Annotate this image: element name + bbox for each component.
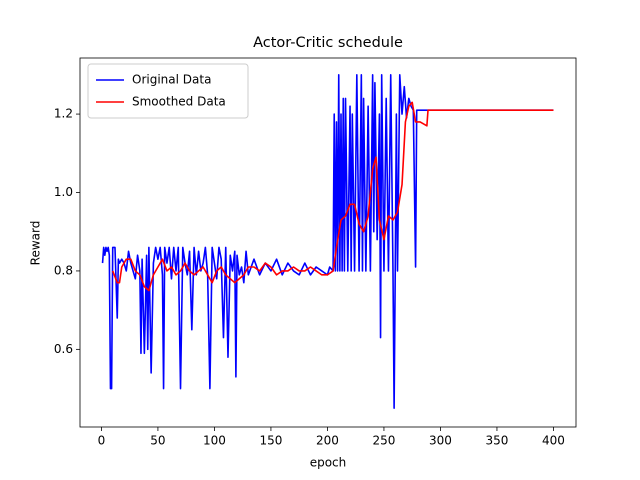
x-tick-label: 200 <box>316 434 339 448</box>
plot-frame <box>79 57 577 428</box>
x-tick-label: 100 <box>203 434 226 448</box>
legend-box <box>87 63 249 119</box>
data-line <box>111 101 554 292</box>
x-tick-label: 350 <box>485 434 508 448</box>
y-tick-label: 1.2 <box>54 107 73 121</box>
y-tick-label: 0.6 <box>54 342 73 356</box>
x-tick-label: 250 <box>372 434 395 448</box>
x-tick-label: 300 <box>429 434 452 448</box>
legend-label: Smoothed Data <box>132 95 226 109</box>
x-tick-label: 0 <box>98 434 106 448</box>
data-line <box>101 74 554 409</box>
x-tick-label: 150 <box>259 434 282 448</box>
x-tick-label: 400 <box>542 434 565 448</box>
y-axis-label: Reward <box>29 221 43 266</box>
y-tick-label: 0.8 <box>54 263 73 277</box>
x-tick-label: 50 <box>150 434 165 448</box>
y-tick-label: 1.0 <box>54 185 73 199</box>
x-axis-label: epoch <box>310 456 347 470</box>
legend-label: Original Data <box>132 73 211 87</box>
chart-title: Actor-Critic schedule <box>253 35 403 51</box>
